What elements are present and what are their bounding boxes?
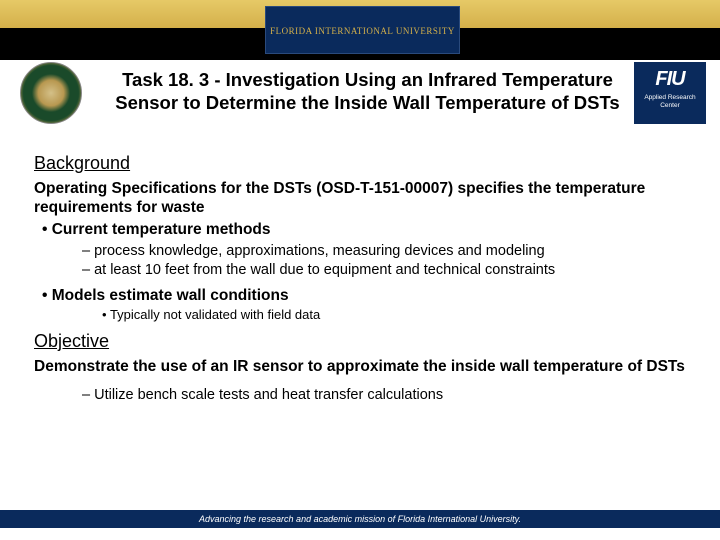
footer-bar: Advancing the research and academic miss… [0,510,720,528]
subbullet-process-knowledge: process knowledge, approximations, measu… [82,242,686,260]
subbullet-bench-scale: Utilize bench scale tests and heat trans… [82,386,686,404]
bullet-current-methods: Current temperature methods [42,220,686,239]
background-intro: Operating Specifications for the DSTs (O… [34,180,686,217]
subbullet-10feet: at least 10 feet from the wall due to eq… [82,261,686,279]
university-banner: FLORIDA INTERNATIONAL UNIVERSITY [265,6,460,54]
fiu-logo-text: FIU [634,68,706,91]
slide-title: Task 18. 3 - Investigation Using an Infr… [115,68,620,114]
bullet-models-estimate: Models estimate wall conditions [42,286,686,305]
content-area: Background Operating Specifications for … [0,145,720,404]
fiu-arc-logo: FIU Applied Research Center [634,62,706,124]
background-heading: Background [34,153,686,174]
objective-heading: Objective [34,331,686,352]
subbullet-not-validated: Typically not validated with field data [102,307,686,324]
doe-seal [20,62,82,124]
header: FIU Applied Research Center Task 18. 3 -… [0,60,720,145]
black-band: FLORIDA INTERNATIONAL UNIVERSITY [0,28,720,60]
arc-logo-text: Applied Research Center [634,94,706,110]
objective-intro: Demonstrate the use of an IR sensor to a… [34,358,686,377]
